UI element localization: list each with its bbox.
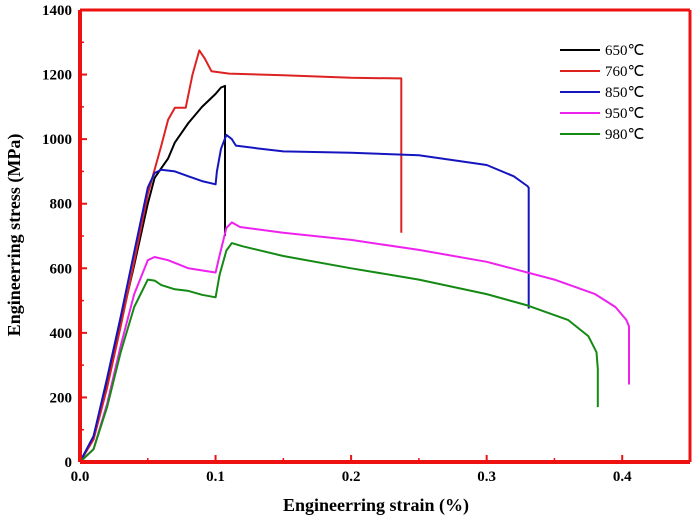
y-tick-label: 200 [50,390,73,406]
series-lines [79,49,630,463]
y-tick-label: 800 [50,197,73,213]
y-tick-label: 1400 [42,3,72,19]
y-tick-label: 1200 [42,68,72,84]
x-tick-label: 0.3 [477,469,496,485]
x-tick-label: 0.1 [206,469,225,485]
axes [78,8,692,464]
x-tick-label: 0.4 [613,469,632,485]
x-tick-label: 0.2 [342,469,361,485]
y-tick-label: 400 [50,326,73,342]
legend-label: 760℃ [605,64,644,80]
legend-label: 980℃ [605,127,644,143]
axis-ticks: 0 200 400 600 800 1000 1200 1400 0.0 0.1 0.2 0.3 0.4 [42,3,632,485]
y-tick-label: 1000 [42,132,72,148]
series-line-1 [79,49,403,463]
legend-label: 850℃ [605,85,644,101]
legend: 650℃ 760℃ 850℃ 950℃ 980℃ [560,43,644,143]
y-tick-label: 600 [50,261,73,277]
y-axis-title: Engineerring stress (MPa) [4,134,25,337]
y-tick-label: 0 [65,455,73,471]
x-axis-title: Engineerring strain (%) [283,495,469,516]
legend-label: 950℃ [605,106,644,122]
x-tick-label: 0.0 [71,469,90,485]
legend-label: 650℃ [605,43,644,59]
series-line-3 [79,221,630,463]
series-line-2 [79,133,530,463]
series-line-4 [79,242,599,463]
series-line-0 [79,84,226,463]
